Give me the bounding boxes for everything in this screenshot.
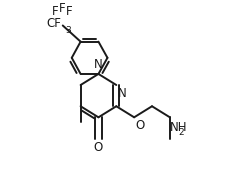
Text: N: N [94, 58, 103, 71]
Text: N: N [118, 87, 127, 100]
Text: O: O [135, 119, 144, 132]
Text: NH: NH [170, 121, 188, 134]
Text: F: F [52, 5, 59, 18]
Text: F: F [59, 2, 65, 15]
Text: F: F [66, 5, 73, 18]
Text: CF: CF [46, 17, 61, 30]
Text: O: O [94, 141, 103, 154]
Text: 2: 2 [178, 128, 184, 137]
Text: 3: 3 [65, 26, 71, 35]
